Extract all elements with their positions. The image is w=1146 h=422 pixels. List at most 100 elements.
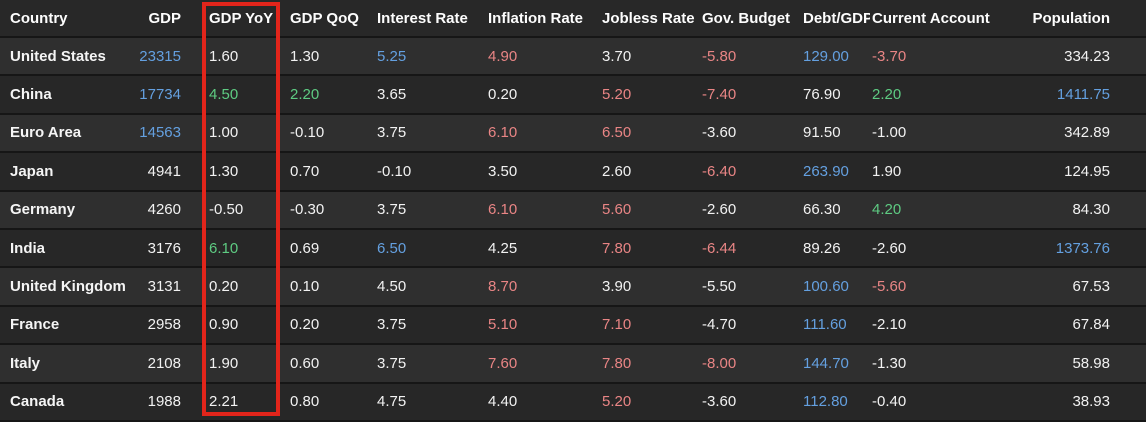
cell-current-account: -1.00 bbox=[870, 113, 1005, 154]
cell-current-account: 2.20 bbox=[870, 75, 1005, 115]
column-header-debt-gdp[interactable]: Debt/GDP bbox=[800, 0, 870, 38]
column-header-population[interactable]: Population bbox=[1005, 0, 1146, 38]
cell-gdp-yoy: 1.90 bbox=[185, 344, 285, 384]
cell-gov-budget: -6.44 bbox=[700, 228, 800, 269]
table-row-united-states: United States 23315 1.60 1.30 5.25 4.90 3.70 -5… bbox=[0, 37, 1146, 77]
cell-current-account: -2.10 bbox=[870, 305, 1005, 346]
cell-jobless-rate: 7.10 bbox=[600, 305, 700, 346]
table-row-china: China 17734 4.50 2.20 3.65 0.20 5.20 -7.40 76.90… bbox=[0, 75, 1146, 115]
cell-gov-budget: -6.40 bbox=[700, 152, 800, 192]
cell-gdp-yoy: 1.60 bbox=[185, 37, 285, 77]
cell-gdp-yoy: 0.20 bbox=[185, 267, 285, 307]
cell-interest-rate: 4.50 bbox=[375, 267, 485, 307]
cell-gdp: 2958 bbox=[135, 305, 185, 346]
cell-debt-gdp[interactable]: 144.70 bbox=[800, 344, 870, 384]
cell-country[interactable]: China bbox=[0, 75, 135, 115]
cell-population: 342.89 bbox=[1005, 113, 1146, 154]
cell-gdp[interactable]: 17734 bbox=[135, 75, 185, 115]
cell-country[interactable]: Canada bbox=[0, 382, 135, 422]
cell-interest-rate: 3.75 bbox=[375, 113, 485, 154]
cell-debt-gdp[interactable]: 111.60 bbox=[800, 305, 870, 346]
cell-debt-gdp[interactable]: 263.90 bbox=[800, 152, 870, 192]
cell-population: 84.30 bbox=[1005, 190, 1146, 230]
cell-debt-gdp[interactable]: 100.60 bbox=[800, 267, 870, 307]
cell-jobless-rate: 5.20 bbox=[600, 75, 700, 115]
cell-jobless-rate: 2.60 bbox=[600, 152, 700, 192]
cell-inflation-rate: 5.10 bbox=[485, 305, 600, 346]
cell-interest-rate: 3.75 bbox=[375, 344, 485, 384]
cell-gdp-qoq: 1.30 bbox=[285, 37, 375, 77]
cell-country[interactable]: Germany bbox=[0, 190, 135, 230]
cell-gdp-yoy: 1.30 bbox=[185, 152, 285, 192]
column-header-country[interactable]: Country bbox=[0, 0, 135, 38]
cell-current-account: -0.40 bbox=[870, 382, 1005, 422]
cell-country[interactable]: United Kingdom bbox=[0, 267, 135, 307]
cell-gdp-qoq: -0.10 bbox=[285, 113, 375, 154]
cell-population[interactable]: 1373.76 bbox=[1005, 228, 1146, 269]
cell-gdp: 3131 bbox=[135, 267, 185, 307]
column-header-gdp[interactable]: GDP bbox=[135, 0, 185, 38]
cell-debt-gdp[interactable]: 129.00 bbox=[800, 37, 870, 77]
column-header-interest-rate[interactable]: Interest Rate bbox=[375, 0, 485, 38]
cell-gdp[interactable]: 14563 bbox=[135, 113, 185, 154]
cell-inflation-rate: 4.25 bbox=[485, 228, 600, 269]
cell-jobless-rate: 5.60 bbox=[600, 190, 700, 230]
cell-debt-gdp: 91.50 bbox=[800, 113, 870, 154]
cell-gdp-qoq: 0.10 bbox=[285, 267, 375, 307]
cell-population: 38.93 bbox=[1005, 382, 1146, 422]
cell-debt-gdp: 76.90 bbox=[800, 75, 870, 115]
cell-inflation-rate: 4.40 bbox=[485, 382, 600, 422]
cell-gdp-yoy: 6.10 bbox=[185, 228, 285, 269]
table-row-united-kingdom: United Kingdom 3131 0.20 0.10 4.50 8.70 3.90 -5… bbox=[0, 267, 1146, 307]
cell-gdp-qoq: 0.60 bbox=[285, 344, 375, 384]
cell-jobless-rate: 3.90 bbox=[600, 267, 700, 307]
cell-interest-rate: 4.75 bbox=[375, 382, 485, 422]
cell-jobless-rate: 6.50 bbox=[600, 113, 700, 154]
cell-gov-budget: -5.80 bbox=[700, 37, 800, 77]
column-header-inflation-rate[interactable]: Inflation Rate bbox=[485, 0, 600, 38]
table-row-india: India 3176 6.10 0.69 6.50 4.25 7.80 -6.44 89.26-… bbox=[0, 228, 1146, 269]
column-header-jobless-rate[interactable]: Jobless Rate bbox=[600, 0, 700, 38]
cell-interest-rate[interactable]: 5.25 bbox=[375, 37, 485, 77]
cell-current-account: -1.30 bbox=[870, 344, 1005, 384]
cell-interest-rate: -0.10 bbox=[375, 152, 485, 192]
cell-gdp: 4941 bbox=[135, 152, 185, 192]
cell-gdp-qoq: 2.20 bbox=[285, 75, 375, 115]
cell-population[interactable]: 1411.75 bbox=[1005, 75, 1146, 115]
column-header-gdp-qoq[interactable]: GDP QoQ bbox=[285, 0, 375, 38]
cell-gov-budget: -3.60 bbox=[700, 382, 800, 422]
cell-inflation-rate: 8.70 bbox=[485, 267, 600, 307]
cell-gdp[interactable]: 23315 bbox=[135, 37, 185, 77]
cell-interest-rate: 3.65 bbox=[375, 75, 485, 115]
cell-interest-rate: 3.75 bbox=[375, 305, 485, 346]
cell-country[interactable]: Japan bbox=[0, 152, 135, 192]
table-row-germany: Germany 4260 -0.50 -0.30 3.75 6.10 5.60 -2.60 66… bbox=[0, 190, 1146, 230]
column-header-current-account[interactable]: Current Account bbox=[870, 0, 1005, 38]
cell-current-account: -2.60 bbox=[870, 228, 1005, 269]
cell-inflation-rate: 6.10 bbox=[485, 113, 600, 154]
cell-debt-gdp: 89.26 bbox=[800, 228, 870, 269]
cell-country[interactable]: India bbox=[0, 228, 135, 269]
cell-gdp-yoy: 4.50 bbox=[185, 75, 285, 115]
cell-gov-budget: -3.60 bbox=[700, 113, 800, 154]
cell-debt-gdp[interactable]: 112.80 bbox=[800, 382, 870, 422]
column-header-gdp-yoy[interactable]: GDP YoY bbox=[185, 0, 285, 38]
cell-country[interactable]: United States bbox=[0, 37, 135, 77]
cell-population: 334.23 bbox=[1005, 37, 1146, 77]
table-row-japan: Japan 4941 1.30 0.70 -0.10 3.50 2.60 -6.40 263.9… bbox=[0, 152, 1146, 192]
cell-country[interactable]: France bbox=[0, 305, 135, 346]
cell-gdp-qoq: -0.30 bbox=[285, 190, 375, 230]
column-header-gov-budget[interactable]: Gov. Budget bbox=[700, 0, 800, 38]
header-row: Country GDP GDP YoY GDP QoQ Interest Rate Inf… bbox=[0, 0, 1146, 38]
table-row-italy: Italy 2108 1.90 0.60 3.75 7.60 7.80 -8.00 144.70… bbox=[0, 344, 1146, 384]
cell-interest-rate[interactable]: 6.50 bbox=[375, 228, 485, 269]
cell-country[interactable]: Euro Area bbox=[0, 113, 135, 154]
cell-gdp-qoq: 0.20 bbox=[285, 305, 375, 346]
cell-country[interactable]: Italy bbox=[0, 344, 135, 384]
cell-population: 67.84 bbox=[1005, 305, 1146, 346]
cell-gov-budget: -8.00 bbox=[700, 344, 800, 384]
cell-current-account: 1.90 bbox=[870, 152, 1005, 192]
cell-population: 58.98 bbox=[1005, 344, 1146, 384]
